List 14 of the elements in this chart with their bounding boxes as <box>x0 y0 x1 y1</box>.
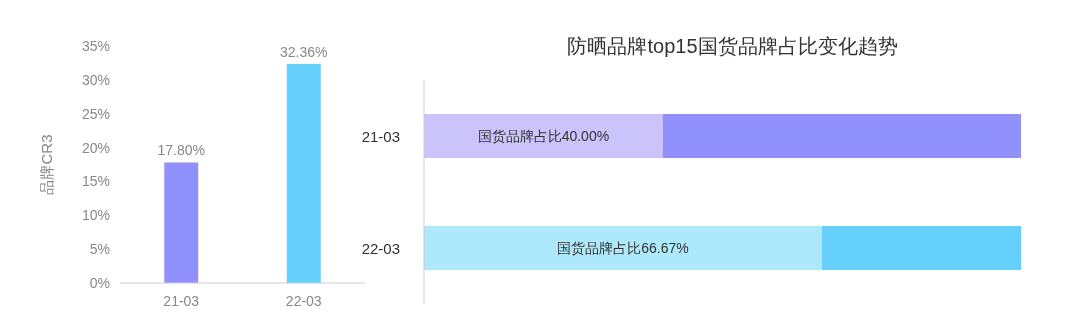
y-tick-label: 25% <box>81 105 110 122</box>
y-tick-label: 0% <box>89 275 110 291</box>
y-tick-label: 30% <box>81 71 110 88</box>
y-tick-label: 20% <box>81 139 110 156</box>
y-tick-label: 5% <box>89 241 110 258</box>
y-tick-label: 15% <box>81 173 110 190</box>
chart-title: 防晒品牌top15国货品牌占比变化趋势 <box>567 35 898 57</box>
data-label: 国货品牌占比40.00% <box>477 128 610 144</box>
data-label: 32.36% <box>280 43 328 60</box>
y-tick-label: 10% <box>81 207 110 224</box>
data-label: 国货品牌占比66.67% <box>557 240 689 256</box>
y-tick-label: 35% <box>81 38 110 54</box>
y-axis-title: 品牌CR3 <box>38 134 55 195</box>
data-label: 17.80% <box>157 142 205 159</box>
